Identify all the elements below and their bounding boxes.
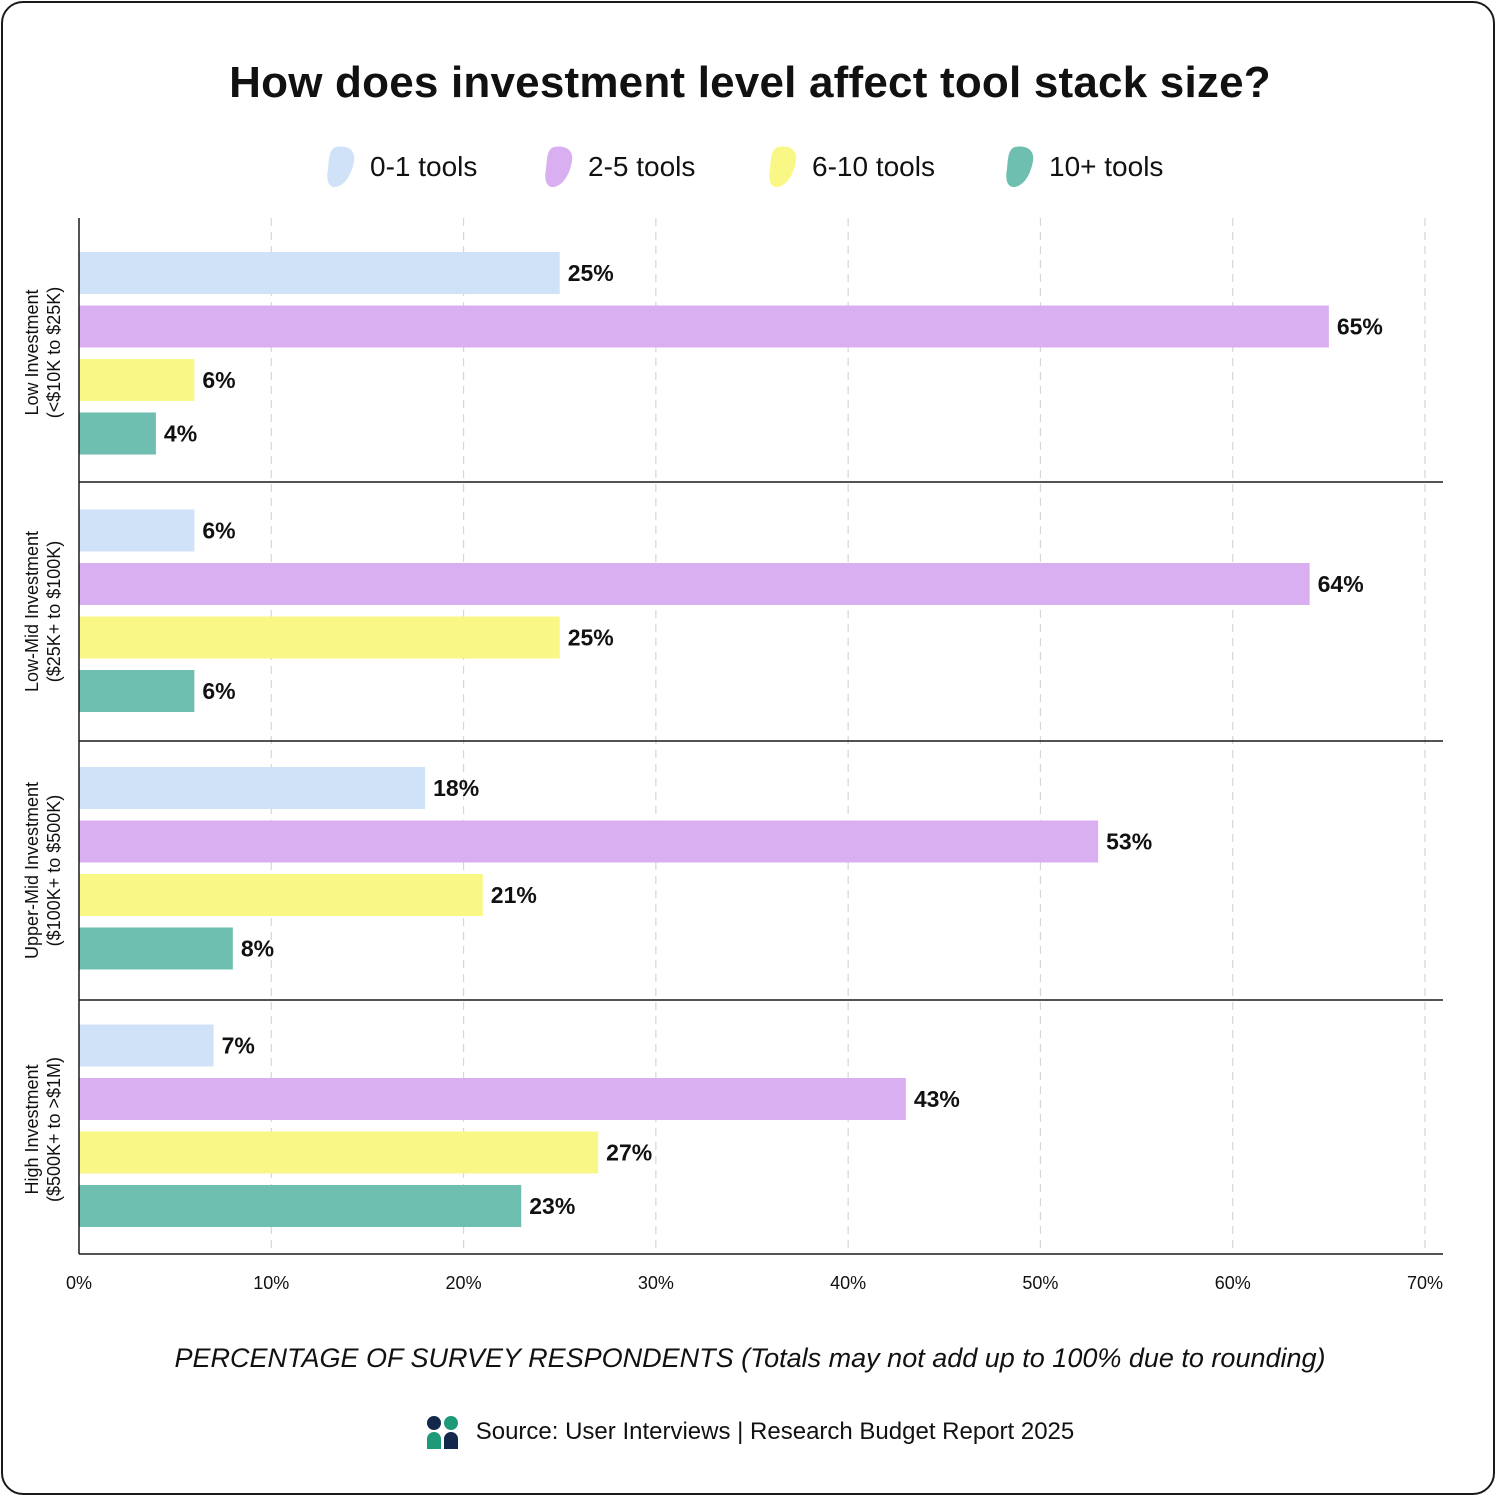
x-tick-label: 10% bbox=[253, 1273, 289, 1293]
bar bbox=[79, 563, 1310, 605]
category-label-line: (<$10K to $25K) bbox=[44, 287, 64, 419]
legend-swatch-shape bbox=[327, 146, 355, 188]
source-text: Source: User Interviews | Research Budge… bbox=[475, 1418, 1075, 1445]
bar-value-label: 25% bbox=[568, 625, 614, 651]
legend-item-0-1-tools: 0-1 tools bbox=[326, 145, 477, 189]
legend-swatch-shape bbox=[769, 146, 797, 188]
x-tick-label: 40% bbox=[830, 1273, 866, 1293]
category-label-line: ($100K+ to $500K) bbox=[44, 795, 64, 947]
category-label-line: High Investment bbox=[22, 1064, 42, 1194]
bar bbox=[79, 820, 1099, 863]
bar bbox=[79, 1024, 214, 1067]
bar bbox=[79, 927, 233, 970]
legend-swatch-icon bbox=[545, 146, 573, 188]
bar-value-label: 7% bbox=[222, 1033, 255, 1059]
bar-value-label: 65% bbox=[1337, 314, 1383, 340]
x-axis-title: PERCENTAGE OF SURVEY RESPONDENTS (Totals… bbox=[0, 1343, 1500, 1374]
bar bbox=[79, 509, 195, 552]
bar bbox=[79, 874, 483, 916]
bar-value-label: 21% bbox=[491, 882, 537, 908]
legend-item-10-plus-tools: 10+ tools bbox=[1005, 145, 1163, 189]
chart-legend: 0-1 tools 2-5 tools 6-10 tools 10+ tools bbox=[0, 145, 1500, 189]
bar bbox=[79, 252, 560, 294]
category-label-line: Upper-Mid Investment bbox=[22, 782, 42, 959]
category-label: High Investment ($500K+ to >$1M) bbox=[22, 1057, 64, 1202]
x-tick-label: 20% bbox=[446, 1273, 482, 1293]
bar-value-label: 18% bbox=[433, 775, 479, 801]
bar bbox=[79, 359, 195, 401]
category-label: Low Investment (<$10K to $25K) bbox=[22, 287, 64, 419]
category-label-line: ($500K+ to >$1M) bbox=[44, 1057, 64, 1202]
bar bbox=[79, 767, 426, 809]
category-label: Low-Mid Investment ($25K+ to $100K) bbox=[22, 531, 64, 692]
x-axis-title-main: PERCENTAGE OF SURVEY RESPONDENTS bbox=[174, 1343, 734, 1373]
x-tick-label: 0% bbox=[66, 1273, 92, 1293]
x-tick-label: 60% bbox=[1215, 1273, 1251, 1293]
legend-label: 10+ tools bbox=[1049, 151, 1164, 182]
x-axis-title-note: (Totals may not add up to 100% due to ro… bbox=[741, 1343, 1326, 1373]
category-label: Upper-Mid Investment ($100K+ to $500K) bbox=[22, 782, 64, 959]
bar-value-label: 6% bbox=[202, 367, 235, 393]
bar-value-label: 43% bbox=[914, 1086, 960, 1112]
legend-item-6-10-tools: 6-10 tools bbox=[768, 145, 935, 189]
category-label-line: ($25K+ to $100K) bbox=[44, 541, 64, 683]
source-line: Source: User Interviews | Research Budge… bbox=[0, 1412, 1500, 1452]
user-interviews-logo-icon bbox=[426, 1416, 458, 1449]
chart-title: How does investment level affect tool st… bbox=[229, 58, 1271, 107]
bar bbox=[79, 412, 156, 455]
legend-swatch-icon bbox=[327, 146, 355, 188]
bar bbox=[79, 1131, 599, 1174]
bar bbox=[79, 1185, 522, 1227]
bar-value-label: 4% bbox=[164, 421, 197, 447]
x-tick-label: 70% bbox=[1407, 1273, 1443, 1293]
bar-value-label: 6% bbox=[202, 518, 235, 544]
bar bbox=[79, 670, 195, 712]
legend-label: 2-5 tools bbox=[588, 151, 696, 182]
bar-value-label: 6% bbox=[202, 678, 235, 704]
bar-value-label: 8% bbox=[241, 936, 274, 962]
legend-swatch-shape bbox=[1006, 146, 1034, 188]
x-tick-label: 50% bbox=[1022, 1273, 1058, 1293]
bar-value-label: 64% bbox=[1318, 571, 1364, 597]
bar-value-label: 53% bbox=[1106, 829, 1152, 855]
bar-value-label: 25% bbox=[568, 260, 614, 286]
bar-value-label: 23% bbox=[529, 1193, 575, 1219]
legend-swatch-icon bbox=[1006, 146, 1034, 188]
bar bbox=[79, 1078, 906, 1120]
legend-item-2-5-tools: 2-5 tools bbox=[544, 145, 695, 189]
bar bbox=[79, 305, 1329, 348]
legend-swatch-shape bbox=[545, 146, 573, 188]
bar bbox=[79, 616, 560, 659]
x-tick-label: 30% bbox=[638, 1273, 674, 1293]
legend-label: 6-10 tools bbox=[812, 151, 935, 182]
legend-label: 0-1 tools bbox=[370, 151, 478, 182]
category-label-line: Low Investment bbox=[22, 289, 42, 415]
legend-swatch-icon bbox=[769, 146, 797, 188]
category-label-line: Low-Mid Investment bbox=[22, 531, 42, 692]
bar-value-label: 27% bbox=[606, 1140, 652, 1166]
